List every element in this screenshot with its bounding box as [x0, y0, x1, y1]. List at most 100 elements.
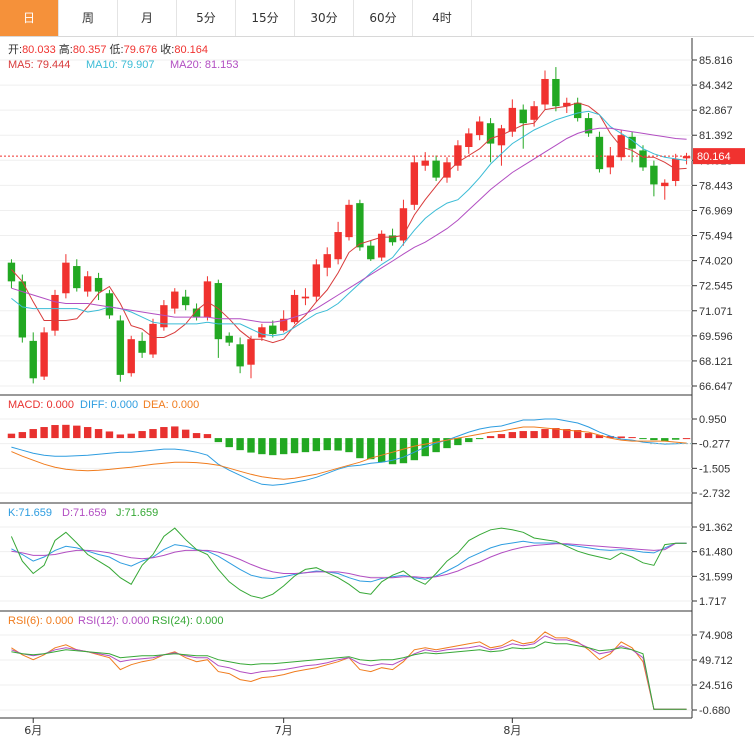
macd-bar [301, 438, 310, 453]
macd-bar [323, 438, 331, 451]
tab-5[interactable]: 30分 [295, 0, 354, 36]
candle-body [345, 204, 353, 238]
legend-low: 79.676 [124, 44, 161, 56]
tab-1[interactable]: 周 [59, 0, 118, 36]
y-tick-label: 85.816 [699, 55, 733, 67]
macd-bar [552, 428, 560, 439]
ma20-line [11, 127, 687, 323]
candle-body [650, 165, 658, 185]
macd-bar [73, 425, 81, 439]
macd-bar [584, 433, 593, 439]
macd-bar [62, 424, 70, 439]
legend-k: K:71.659 [8, 507, 52, 519]
macd-bar [225, 438, 233, 448]
tab-3[interactable]: 5分 [177, 0, 236, 36]
legend-dea: DEA: 0.000 [143, 399, 199, 411]
candle-body [7, 262, 16, 282]
legend-rsi6: RSI(6): 0.000 [8, 615, 73, 627]
legend-close_label: 收: [160, 42, 174, 56]
legend-diff: DIFF: 0.000 [80, 399, 138, 411]
macd-bar [171, 426, 179, 439]
macd-bar [94, 429, 103, 439]
candle-body [225, 335, 233, 343]
last-price-badge [693, 148, 745, 165]
macd-bar [279, 438, 288, 455]
candle-body [584, 118, 593, 134]
tab-4[interactable]: 15分 [236, 0, 295, 36]
y-tick-label: -0.680 [699, 705, 730, 717]
macd-bar [399, 438, 408, 464]
candle-body [519, 109, 527, 124]
candle-body [301, 296, 310, 299]
macd-bar [18, 432, 27, 439]
candle-body [181, 296, 190, 306]
candle-body [541, 78, 549, 105]
candle-body [116, 320, 125, 375]
y-tick-label: 75.494 [699, 231, 733, 243]
y-tick-label: 81.392 [699, 130, 733, 142]
ma5-line [11, 102, 687, 344]
candle-body [639, 150, 647, 168]
y-tick-label: 1.717 [699, 596, 727, 608]
macd-bar [682, 438, 691, 440]
candle-body [138, 340, 146, 353]
y-tick-label: 68.121 [699, 356, 733, 368]
candle-body [682, 156, 691, 159]
y-tick-label: 61.480 [699, 547, 733, 559]
candle-body [399, 208, 408, 241]
macd-bar [236, 438, 244, 451]
candle-body [171, 291, 179, 309]
y-tick-label: 69.596 [699, 331, 733, 343]
ma10-line [11, 110, 687, 337]
macd-bar [258, 438, 266, 455]
macd-bar [628, 437, 636, 439]
dea-line [11, 426, 687, 480]
legend-rsi24: RSI(24): 0.000 [152, 615, 224, 627]
macd-bar [356, 438, 364, 459]
tab-0[interactable]: 日 [0, 0, 59, 36]
tab-2[interactable]: 月 [118, 0, 177, 36]
candle-body [432, 160, 440, 178]
candle-body [628, 136, 636, 149]
d-line [11, 542, 687, 579]
macd-bar [671, 438, 680, 440]
candle-body [51, 294, 59, 331]
macd-bar [661, 438, 669, 442]
macd-bar [181, 429, 190, 439]
candle-body [214, 283, 223, 340]
macd-bar [83, 427, 92, 439]
macd-bar [606, 436, 615, 439]
candle-body [149, 323, 157, 355]
legend-rsi12: RSI(12): 0.000 [78, 615, 150, 627]
candle-body [508, 107, 517, 132]
macd-bar [138, 431, 146, 439]
macd-bar [160, 427, 168, 439]
candle-body [530, 106, 538, 120]
candle-body [367, 245, 375, 260]
candle-body [497, 128, 506, 146]
macd-bar [530, 431, 538, 439]
y-tick-label: 82.867 [699, 105, 733, 117]
macd-bar [465, 438, 473, 443]
tab-7[interactable]: 4时 [413, 0, 472, 36]
candle-body [595, 136, 604, 170]
legend-close: 80.164 [174, 44, 208, 56]
y-tick-label: -0.277 [699, 439, 730, 451]
macd-bar [443, 438, 451, 449]
candle-body [105, 293, 114, 316]
legend-d: D:71.659 [62, 507, 107, 519]
macd-bar [563, 429, 571, 439]
tab-6[interactable]: 60分 [354, 0, 413, 36]
candle-body [661, 182, 669, 187]
candle-body [388, 235, 397, 243]
y-tick-label: -1.505 [699, 463, 730, 475]
candle-body [18, 281, 27, 338]
y-tick-label: 66.647 [699, 381, 733, 393]
macd-bar [214, 438, 223, 443]
ohlc-legend: 开:80.033 高:80.357 低:79.676 收:80.164 [8, 42, 208, 56]
candle-body [465, 133, 473, 148]
candle-body [377, 233, 386, 258]
macd-bar [192, 433, 201, 439]
macd-bar [617, 436, 625, 439]
macd-bar [334, 438, 342, 451]
